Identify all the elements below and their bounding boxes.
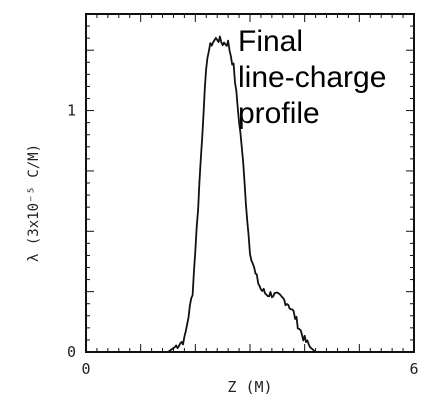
y-tick-label: 0	[67, 343, 76, 361]
data-series-line	[86, 35, 414, 353]
x-axis-label: Z (M)	[227, 378, 272, 396]
x-tick-label: 0	[81, 360, 90, 378]
y-tick-label: 1	[67, 102, 76, 120]
y-axis-label: λ (3x10⁻⁵ C/M)	[26, 144, 42, 262]
x-tick-label: 6	[409, 360, 418, 378]
tick-labels: 0 6 0 1	[67, 102, 419, 378]
annotation-line-3: profile	[238, 97, 320, 130]
chart-annotation: Final line-charge profile	[238, 24, 386, 132]
tick-marks	[85, 13, 415, 353]
annotation-line-2: line-charge	[238, 61, 387, 94]
annotation-line-1: Final	[238, 25, 304, 58]
